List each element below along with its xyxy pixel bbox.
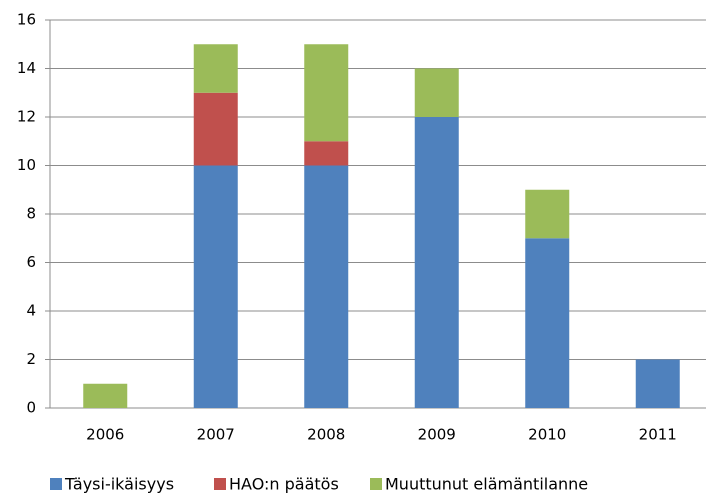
bar-segment (304, 44, 349, 142)
x-tick-label: 2010 (528, 426, 566, 444)
y-tick-label: 14 (17, 59, 36, 77)
legend-swatch (50, 478, 62, 490)
y-tick-label: 4 (26, 302, 36, 320)
x-tick-label: 2007 (197, 426, 235, 444)
y-tick-label: 16 (17, 11, 36, 29)
y-tick-label: 12 (17, 108, 36, 126)
legend-label: Muuttunut elämäntilanne (385, 475, 588, 494)
y-tick-label: 6 (26, 253, 36, 271)
bar-segment (304, 165, 349, 408)
y-tick-label: 10 (17, 156, 36, 174)
legend-label: HAO:n päätös (229, 475, 339, 494)
legend-swatch (370, 478, 382, 490)
y-tick-label: 0 (26, 399, 36, 417)
bar-segment (525, 238, 570, 408)
y-tick-label: 2 (26, 350, 36, 368)
x-tick-label: 2011 (639, 426, 677, 444)
bar-segment (304, 141, 349, 166)
x-tick-label: 2006 (86, 426, 124, 444)
x-tick-label: 2009 (418, 426, 456, 444)
x-tick-label: 2008 (307, 426, 345, 444)
legend-label: Täysi-ikäisyys (64, 475, 174, 494)
bar-segment (414, 68, 459, 117)
legend-swatch (214, 478, 226, 490)
bar-segment (193, 92, 238, 166)
bar-segment (83, 383, 128, 408)
bar-segment (193, 165, 238, 408)
bar-segment (525, 189, 570, 239)
bar-segment (193, 44, 238, 93)
y-tick-label: 8 (26, 205, 36, 223)
bar-segment (635, 359, 680, 408)
bar-segment (414, 117, 459, 408)
